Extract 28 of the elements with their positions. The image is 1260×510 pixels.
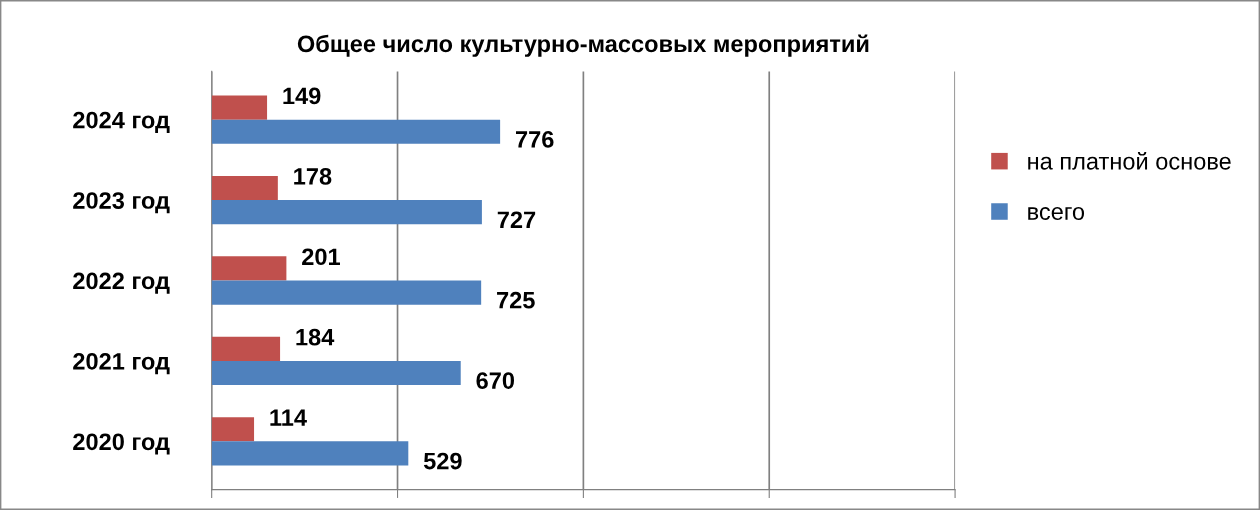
data-label: 727 (497, 211, 536, 228)
data-label: 776 (516, 130, 554, 148)
y-tick-label: 2021 год (73, 352, 170, 375)
bar (211, 280, 482, 305)
bar (211, 441, 409, 466)
bar (211, 336, 281, 361)
bar (211, 200, 482, 225)
y-tick-label: 2023 год (73, 192, 170, 214)
data-label: 149 (283, 87, 321, 105)
bar (211, 256, 287, 281)
y-tick-label: 2024 год (73, 111, 170, 133)
data-label: 201 (302, 248, 340, 266)
y-tick-label: 2022 год (73, 272, 170, 294)
data-label: 670 (476, 372, 515, 389)
chart-title: Общее число культурно-массовых мероприятий (297, 34, 869, 57)
data-label: 725 (497, 291, 535, 309)
data-label: 114 (270, 409, 307, 426)
bar (211, 175, 278, 201)
legend-label: на платной основе (1028, 151, 1231, 170)
data-label: 184 (296, 328, 335, 346)
bar (211, 95, 268, 120)
data-label: 529 (423, 452, 462, 470)
bar (211, 360, 461, 386)
bar (211, 417, 255, 442)
data-label: 178 (294, 167, 332, 185)
legend-label: всего (1028, 207, 1085, 221)
bar (211, 119, 501, 144)
y-tick-label: 2020 год (73, 433, 170, 455)
